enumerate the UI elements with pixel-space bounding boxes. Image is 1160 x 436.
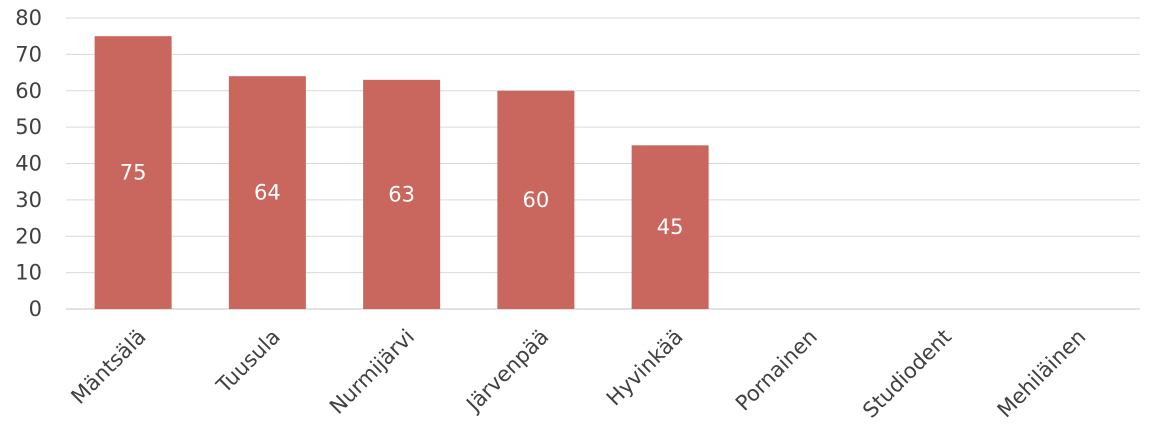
gridlines xyxy=(66,17,1140,310)
y-tick-label: 50 xyxy=(15,115,42,139)
bar xyxy=(631,145,709,309)
bar xyxy=(363,79,441,310)
bar xyxy=(497,90,575,309)
y-tick-label: 40 xyxy=(15,152,42,176)
data-labels: 75 64 63 60 45 xyxy=(120,161,684,240)
x-tick-label: Järvenpää xyxy=(460,325,553,418)
x-tick-label: Hyvinkää xyxy=(602,325,688,411)
y-tick-label: 80 xyxy=(15,6,42,30)
y-tick-label: 0 xyxy=(29,297,42,321)
y-tick-label: 70 xyxy=(15,42,42,66)
y-tick-label: 30 xyxy=(15,188,42,212)
bars xyxy=(94,36,709,310)
x-tick-label: Nurmijärvi xyxy=(325,325,419,419)
x-tick-label: Studiodent xyxy=(858,325,956,423)
bar xyxy=(94,36,172,309)
y-tick-label: 10 xyxy=(15,261,42,285)
x-tick-label: Mäntsälä xyxy=(66,325,150,409)
x-tick-label: Pornainen xyxy=(731,325,822,416)
data-label: 64 xyxy=(254,181,281,205)
data-label: 45 xyxy=(657,215,684,239)
data-label: 60 xyxy=(523,188,550,212)
y-tick-label: 20 xyxy=(15,224,42,248)
y-tick-label: 60 xyxy=(15,79,42,103)
y-axis-ticks: 0 10 20 30 40 50 60 70 80 xyxy=(15,6,42,321)
bar xyxy=(228,76,306,309)
data-label: 63 xyxy=(388,182,415,206)
data-label: 75 xyxy=(120,161,147,185)
x-tick-label: Tuusula xyxy=(211,325,285,399)
x-axis-ticks: Mäntsälä Tuusula Nurmijärvi Järvenpää Hyvink… xyxy=(66,325,1090,423)
x-tick-label: Mehiläinen xyxy=(993,325,1091,423)
